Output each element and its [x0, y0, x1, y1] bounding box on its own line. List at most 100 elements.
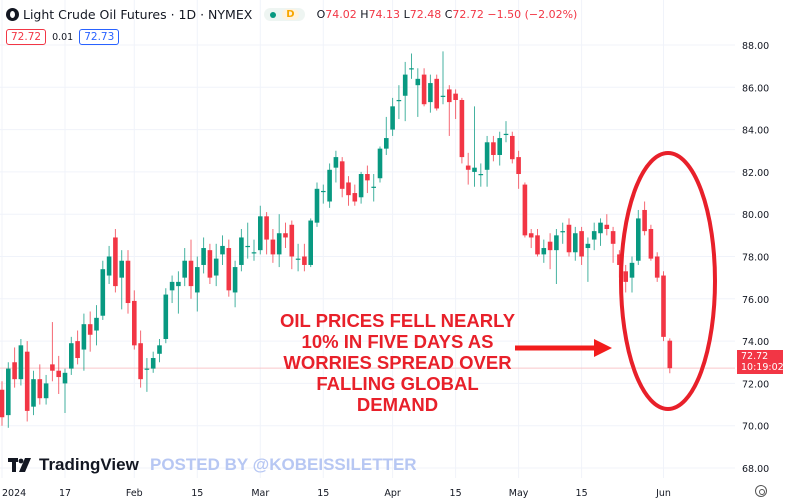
candle-body	[415, 78, 421, 86]
candle-body	[201, 248, 206, 265]
candle-body	[245, 245, 250, 248]
candle	[314, 182, 320, 227]
candle	[371, 174, 376, 202]
candle	[295, 243, 301, 272]
market-open-dot-icon	[270, 11, 277, 18]
tradingview-logo[interactable]: TradingView	[8, 455, 139, 475]
price-axis[interactable]: 88.00 86.00 84.00 82.00 80.00 78.00 76.00 74.00…	[742, 41, 769, 475]
candle-body	[119, 260, 124, 278]
candle	[132, 290, 137, 350]
candle	[434, 74, 439, 111]
candle	[276, 214, 282, 268]
candle	[113, 229, 118, 293]
candle	[528, 229, 534, 249]
candle	[18, 338, 24, 386]
candle-body	[50, 364, 55, 371]
candle	[6, 362, 11, 428]
candle	[195, 256, 200, 312]
candle	[327, 163, 332, 208]
candle-body	[396, 99, 402, 102]
candle-body	[339, 161, 345, 189]
candle-body	[365, 174, 370, 181]
candle	[270, 229, 276, 263]
candle-body	[604, 224, 610, 230]
symbol-title[interactable]: Light Crude Oil Futures · 1D · NYMEX	[23, 7, 253, 22]
candle	[138, 330, 143, 388]
time-axis[interactable]: 2024 17 Feb 15 Mar 15 Apr 15 May 15 Jun	[2, 488, 671, 499]
price-tick-label: 80.00	[742, 210, 769, 221]
candle-body	[62, 372, 68, 384]
candle	[31, 370, 36, 416]
candle	[384, 116, 389, 155]
candle	[478, 163, 484, 187]
candle	[415, 68, 421, 117]
candle	[358, 171, 364, 204]
price-tick-label: 86.00	[742, 83, 769, 94]
candle	[100, 260, 106, 320]
candle	[554, 229, 559, 284]
high-value: 74.13	[368, 8, 401, 21]
candle-body	[321, 190, 326, 193]
candle	[465, 152, 471, 185]
candle	[94, 305, 99, 346]
arrow-annotation	[515, 339, 612, 357]
candle-body	[100, 269, 106, 316]
price-tick-label: 76.00	[742, 295, 769, 306]
candle-body	[547, 241, 553, 251]
time-tick-label: 17	[59, 488, 71, 499]
candle	[396, 85, 402, 120]
candle-body	[636, 218, 641, 261]
bar-countdown: 10:19:02	[741, 362, 784, 373]
candle	[522, 182, 528, 238]
sell-button[interactable]: 72.72	[6, 29, 47, 45]
candle-body	[440, 95, 446, 97]
candle-body	[541, 248, 547, 255]
price-tick-label: 68.00	[742, 464, 769, 475]
candle	[87, 311, 93, 352]
candle-body	[585, 243, 591, 249]
candle	[333, 150, 339, 183]
candle-body	[497, 138, 502, 155]
watermark: POSTED BY @KOBEISSILETTER	[150, 455, 417, 474]
oil-drop-icon	[6, 8, 19, 21]
candle-body	[484, 142, 490, 170]
candle-body	[516, 157, 521, 175]
candle	[516, 150, 521, 189]
candle	[207, 243, 213, 284]
candle	[213, 243, 219, 287]
market-status-pill[interactable]: D	[264, 8, 305, 21]
settings-gear-icon[interactable]	[755, 485, 767, 497]
candle	[0, 381, 5, 426]
buy-button[interactable]: 72.73	[79, 29, 120, 45]
candle	[220, 235, 225, 265]
candle-body	[195, 267, 200, 293]
candle	[598, 218, 603, 246]
candle-body	[56, 370, 61, 378]
candle-body	[188, 260, 194, 287]
candle	[258, 205, 263, 255]
candle	[484, 135, 490, 187]
candle-body	[113, 237, 118, 287]
candle	[604, 214, 610, 236]
candle-body	[0, 389, 5, 418]
time-tick-label: 15	[576, 488, 588, 499]
candle	[81, 313, 87, 371]
candle	[377, 146, 383, 183]
candle-body	[535, 235, 540, 255]
candle	[623, 264, 628, 293]
annotation-line: FALLING GLOBAL	[316, 373, 479, 394]
candle-body	[232, 267, 238, 293]
candle	[226, 239, 232, 297]
candle-body	[510, 135, 515, 160]
candle-body	[579, 231, 584, 257]
high-label: H	[360, 8, 369, 21]
price-tick-label: 70.00	[742, 422, 769, 433]
annotation-line: OIL PRICES FELL NEARLY	[279, 310, 516, 331]
candle	[106, 245, 112, 284]
chart-header: Light Crude Oil Futures · 1D · NYMEX D O…	[6, 7, 577, 22]
candle-body	[138, 343, 143, 380]
candle-body	[302, 256, 307, 265]
candle	[163, 288, 169, 344]
candle-body	[182, 260, 187, 278]
